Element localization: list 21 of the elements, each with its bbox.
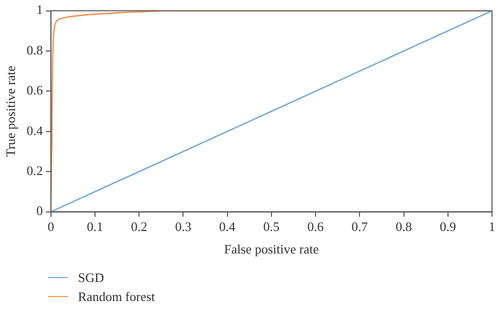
y-tick-label: 0: [36, 203, 43, 218]
y-tick-label: 1: [36, 2, 43, 18]
x-tick-label: 0.8: [396, 219, 412, 234]
x-tick-label: 0.3: [175, 219, 192, 234]
x-tick-label: 0.5: [263, 219, 280, 234]
x-tick-label: 0.6: [307, 219, 324, 234]
x-tick-label: 0.9: [440, 219, 456, 234]
y-axis-title: True positive rate: [3, 65, 18, 157]
legend-label: SGD: [78, 270, 104, 286]
x-tick-label: 0.1: [86, 219, 104, 234]
y-tick-label: 0.6: [26, 82, 44, 98]
y-tick-label: 0.2: [26, 163, 43, 178]
x-tick-label: 1: [488, 219, 496, 234]
legend-label: Random forest: [78, 288, 155, 304]
x-tick-label: 0.7: [352, 219, 368, 234]
x-tick-label: 0.2: [130, 219, 148, 234]
y-tick-label: 0.4: [26, 122, 44, 138]
x-tick-label: 0: [48, 219, 54, 234]
y-tick-label: 0.8: [26, 42, 43, 58]
x-axis-title: False positive rate: [224, 242, 319, 257]
x-tick-label: 0.4: [219, 219, 236, 234]
